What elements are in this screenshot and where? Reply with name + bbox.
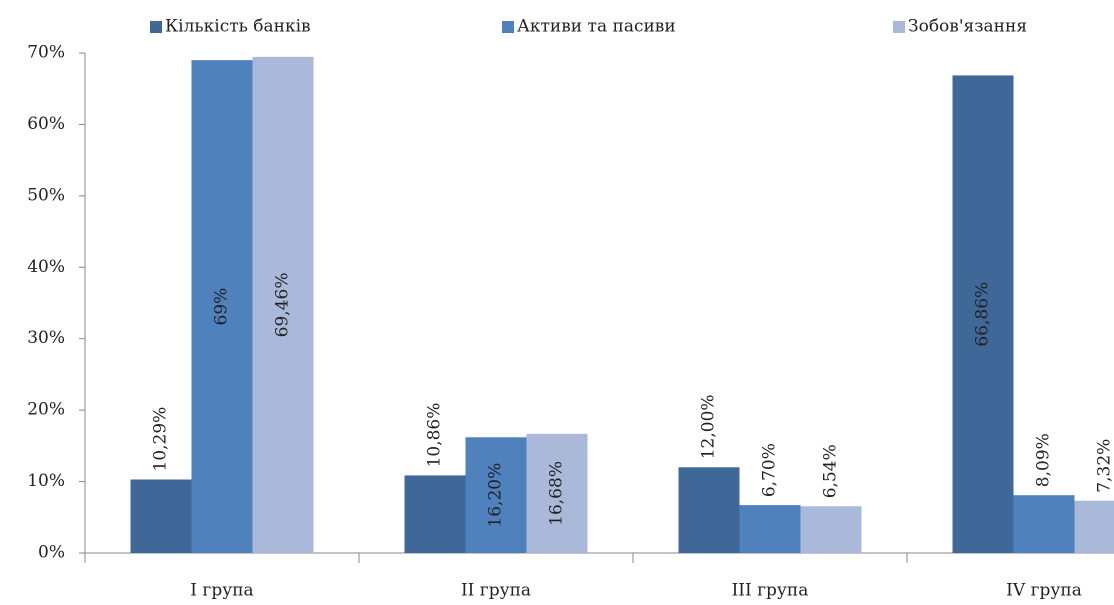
bar (404, 475, 466, 553)
legend-swatch (893, 21, 905, 33)
x-tick-label: I група (190, 581, 253, 601)
y-tick-label: 40% (27, 257, 65, 277)
data-label: 6,70% (760, 443, 780, 497)
data-label: 10,86% (425, 403, 445, 468)
y-tick-label: 50% (27, 185, 65, 205)
bar (526, 433, 588, 553)
data-label: 16,20% (486, 463, 506, 528)
data-label: 16,68% (547, 461, 567, 526)
bar (252, 56, 314, 553)
data-label: 8,09% (1034, 433, 1054, 487)
y-tick-label: 20% (27, 400, 65, 420)
legend-label: Активи та пасиви (517, 17, 676, 37)
legend-swatch (150, 21, 162, 33)
data-label: 66,86% (973, 282, 993, 347)
bar (739, 505, 801, 553)
data-label: 69,46% (273, 273, 293, 338)
data-label: 10,29% (151, 407, 171, 472)
bar (678, 467, 740, 553)
bar (800, 506, 862, 553)
x-tick-label: IV група (1006, 581, 1082, 601)
x-tick-label: II група (461, 581, 531, 601)
y-tick-label: 0% (38, 543, 65, 563)
data-label: 6,54% (821, 444, 841, 498)
y-tick-label: 60% (27, 114, 65, 134)
legend-label: Зобов'язання (908, 17, 1027, 37)
bar (191, 60, 253, 554)
bar (465, 437, 527, 553)
data-label: 7,32% (1095, 439, 1114, 493)
bar (1013, 495, 1075, 553)
data-label: 69% (212, 288, 232, 326)
bar (1074, 500, 1114, 553)
bar (130, 479, 192, 553)
legend-label: Кількість банків (165, 17, 311, 37)
y-tick-label: 30% (27, 328, 65, 348)
y-tick-label: 70% (27, 43, 65, 63)
legend-swatch (502, 21, 514, 33)
x-tick-label: III група (732, 581, 809, 601)
y-tick-label: 10% (27, 471, 65, 491)
bar (952, 75, 1014, 553)
data-label: 12,00% (699, 394, 719, 459)
